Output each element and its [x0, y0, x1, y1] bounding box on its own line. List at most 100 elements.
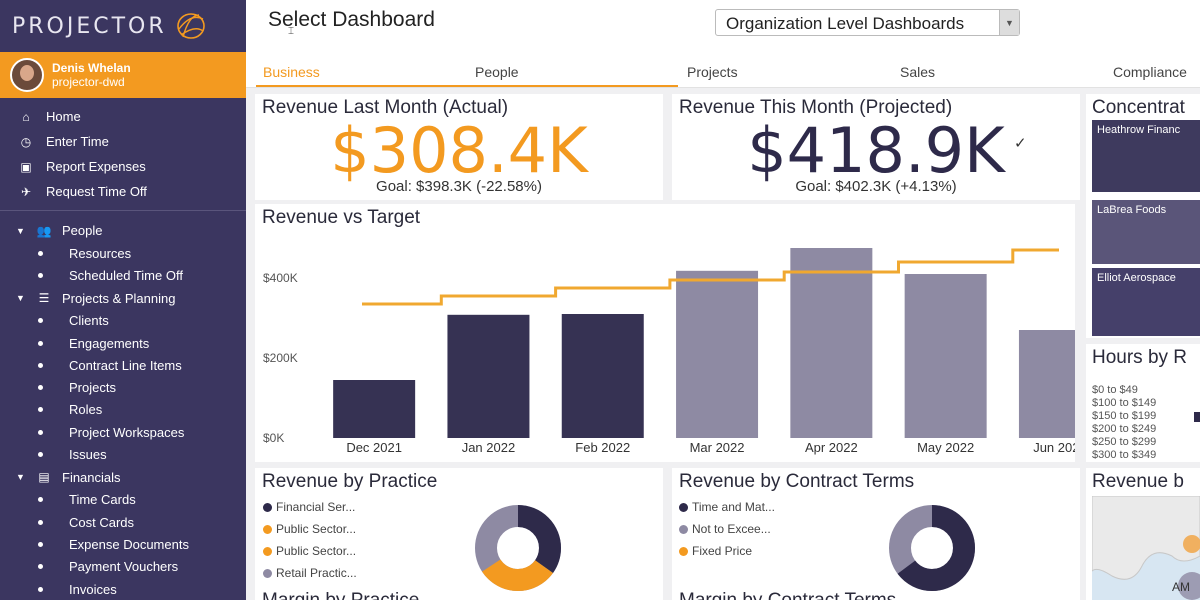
sidebar-subitem-resources[interactable]: Resources — [0, 242, 246, 264]
x-tick-label: May 2022 — [917, 440, 974, 455]
practice-donut-chart — [475, 505, 561, 591]
revenue-bar[interactable] — [904, 274, 987, 438]
sidebar-item-report-expenses[interactable]: ▣ Report Expenses — [0, 154, 246, 179]
tab-compliance[interactable]: Compliance — [1113, 64, 1187, 80]
sidebar-item-label: Home — [46, 109, 81, 124]
legend-label: Public Sector... — [276, 522, 357, 536]
sidebar-item-label: Enter Time — [46, 134, 109, 149]
sidebar-subitem-contract-line-items[interactable]: Contract Line Items — [0, 354, 246, 376]
logo[interactable]: PROJECTOR — [0, 0, 246, 52]
x-tick-label: Jan 2022 — [462, 440, 515, 455]
legend-swatch — [679, 546, 688, 556]
kpi-revenue-last-month[interactable]: Revenue Last Month (Actual) $308.4K Goal… — [255, 94, 663, 200]
checkmark-icon: ✓ — [1014, 135, 1027, 152]
bullet-icon — [38, 272, 43, 278]
dashboard-select[interactable]: Organization Level Dashboards ▼ — [715, 9, 1020, 36]
sidebar-subitem-clients[interactable]: Clients — [0, 310, 246, 332]
sidebar-subitem-issues[interactable]: Issues — [0, 443, 246, 465]
user-panel[interactable]: Denis Whelan projector-dwd — [0, 52, 246, 98]
bullet-icon — [38, 519, 43, 525]
sidebar-subitem-label: Issues — [69, 447, 107, 463]
sidebar-subitem-expense-documents[interactable]: Expense Documents — [0, 533, 246, 555]
legend-item[interactable]: Public Sector... — [263, 522, 356, 536]
bullet-icon — [38, 250, 43, 256]
tab-business[interactable]: Business — [263, 64, 320, 80]
sidebar-group-people[interactable]: ▼ 👥 People — [0, 219, 246, 242]
sidebar-subitem-roles[interactable]: Roles — [0, 399, 246, 421]
revenue-bar[interactable] — [790, 248, 873, 438]
caret-down-icon[interactable]: ▼ — [16, 225, 25, 236]
sidebar-subitem-label: Time Cards — [69, 492, 136, 508]
sidebar-subitem-label: Expense Documents — [69, 536, 189, 552]
legend-label: Not to Excee... — [692, 522, 771, 536]
header: Select Dashboard Organization Level Dash… — [246, 0, 1200, 58]
legend-item[interactable]: Time and Mat... — [679, 500, 775, 514]
map-icon — [1092, 496, 1200, 600]
sidebar-subitem-payment-vouchers[interactable]: Payment Vouchers — [0, 556, 246, 578]
kpi-this-month-goal: Goal: $402.3K (+4.13%) — [795, 178, 957, 195]
dashboard-tabs: Business People Projects Sales Complianc… — [246, 58, 1200, 88]
hours-label: $150 to $199 — [1092, 410, 1157, 422]
sidebar-item-home[interactable]: ⌂ Home — [0, 104, 246, 129]
legend-item[interactable]: Fixed Price — [679, 544, 752, 558]
sidebar-subitem-label: Clients — [69, 313, 109, 329]
margin-by-contract-title: Margin by Contract Terms — [679, 590, 896, 600]
legend-label: Fixed Price — [692, 544, 753, 558]
legend-item[interactable]: Retail Practic... — [263, 566, 357, 580]
tab-projects[interactable]: Projects — [687, 64, 738, 80]
bullet-icon — [38, 340, 43, 346]
treemap-item-elliot[interactable]: Elliot Aerospace — [1092, 268, 1200, 336]
bullet-icon — [38, 497, 43, 503]
tab-people[interactable]: People — [475, 64, 519, 80]
revenue-bar[interactable] — [447, 314, 530, 438]
sidebar-group-label: Projects & Planning — [62, 290, 176, 306]
sidebar-subitem-scheduled-time-off[interactable]: Scheduled Time Off — [0, 264, 246, 286]
hours-label: $0 to $49 — [1092, 384, 1138, 396]
revenue-vs-target-panel[interactable]: Revenue vs Target $0K $200K $400K Dec 2021 J… — [255, 204, 1075, 462]
sidebar-subitem-label: Scheduled Time Off — [69, 267, 183, 283]
revenue-bar[interactable] — [561, 314, 644, 438]
sidebar-subitem-label: Roles — [69, 402, 103, 418]
home-icon: ⌂ — [22, 109, 30, 124]
legend-item[interactable]: Financial Ser... — [263, 500, 355, 514]
caret-down-icon[interactable]: ▼ — [16, 293, 25, 304]
legend-item[interactable]: Public Sector... — [263, 544, 356, 558]
revenue-map-panel[interactable]: Revenue b AM — [1086, 468, 1200, 600]
avatar — [10, 58, 44, 92]
revenue-by-practice-panel[interactable]: Revenue by Practice Financial Ser... Publ… — [255, 468, 663, 600]
treemap-item-labrea[interactable]: LaBrea Foods — [1092, 200, 1200, 264]
sidebar-subitem-projects[interactable]: Projects — [0, 376, 246, 398]
revenue-bar[interactable] — [1018, 330, 1075, 438]
sidebar-subitem-invoices[interactable]: Invoices — [0, 578, 246, 600]
sidebar-subitem-engagements[interactable]: Engagements — [0, 332, 246, 354]
sidebar-subitem-cost-cards[interactable]: Cost Cards — [0, 511, 246, 533]
sidebar-group-financials[interactable]: ▼ ▤ Financials — [0, 466, 246, 489]
target-line — [362, 248, 1059, 306]
sidebar-subitem-time-cards[interactable]: Time Cards — [0, 489, 246, 511]
caret-down-icon[interactable]: ▼ — [16, 472, 25, 483]
hours-label: $100 to $149 — [1092, 397, 1157, 409]
sidebar-subitem-project-workspaces[interactable]: Project Workspaces — [0, 421, 246, 443]
legend-item[interactable]: Not to Excee... — [679, 522, 771, 536]
contract-donut-chart — [889, 505, 975, 591]
chevron-down-icon[interactable]: ▼ — [999, 10, 1019, 35]
revenue-bar[interactable] — [333, 380, 416, 438]
revenue-map[interactable]: AM — [1092, 496, 1200, 600]
sidebar-item-request-time-off[interactable]: ✈ Request Time Off — [0, 179, 246, 204]
sidebar-subitem-label: Engagements — [69, 335, 150, 351]
sidebar-item-enter-time[interactable]: ◷ Enter Time — [0, 129, 246, 154]
treemap-item-heathrow[interactable]: Heathrow Financ — [1092, 120, 1200, 192]
hours-label: $250 to $299 — [1092, 436, 1157, 448]
revenue-bar[interactable] — [676, 270, 759, 438]
legend-label: Financial Ser... — [276, 500, 356, 514]
revenue-by-contract-panel[interactable]: Revenue by Contract Terms Time and Mat..… — [672, 468, 1080, 600]
tab-sales[interactable]: Sales — [900, 64, 936, 80]
hours-panel[interactable]: Hours by R $0 to $49 $100 to $149 $150 t… — [1086, 344, 1200, 462]
concentration-panel[interactable]: Concentrat Heathrow Financ LaBrea Foods … — [1086, 94, 1200, 338]
legend-swatch — [263, 524, 272, 534]
revenue-vs-target-chart: $0K $200K $400K Dec 2021 Jan 2022 Feb 2022 Mar… — [263, 248, 1075, 455]
kpi-revenue-this-month[interactable]: Revenue This Month (Projected) $418.9K ✓… — [672, 94, 1080, 200]
sidebar-group-projects-planning[interactable]: ▼ ☰ Projects & Planning — [0, 287, 246, 310]
active-tab-indicator — [256, 85, 678, 87]
logo-text: PROJECTOR — [12, 13, 167, 39]
